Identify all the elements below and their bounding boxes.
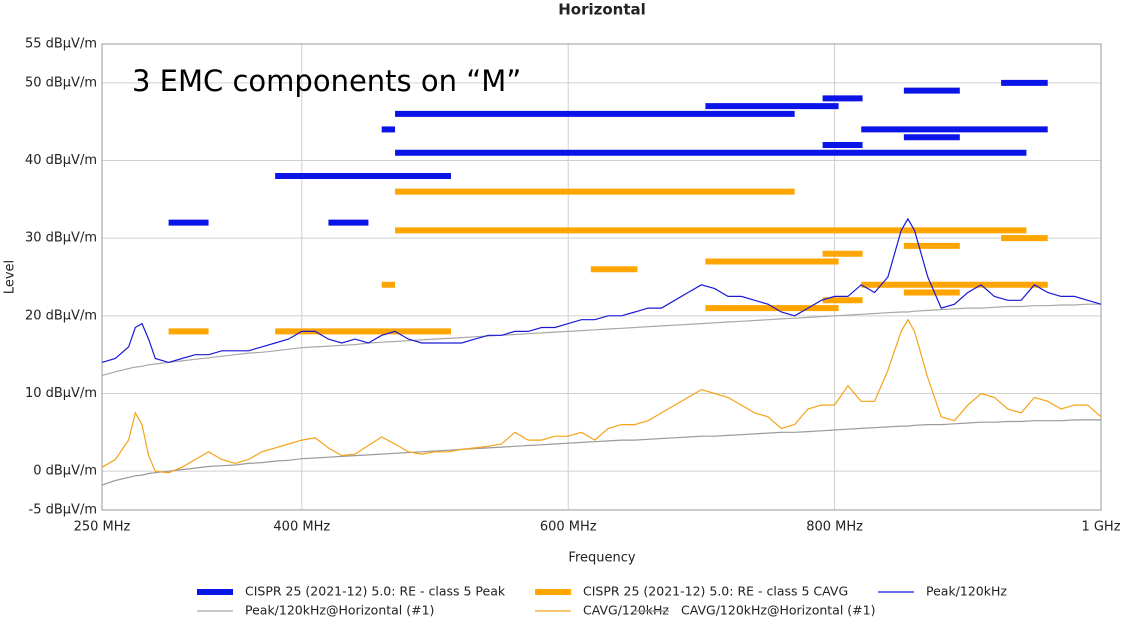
legend-label: CISPR 25 (2021-12) 5.0: RE - class 5 CAV… bbox=[583, 584, 848, 599]
x-tick-label: 800 MHz bbox=[806, 520, 863, 535]
y-tick-label: 0 dBµV/m bbox=[33, 464, 97, 479]
legend-label: CISPR 25 (2021-12) 5.0: RE - class 5 Pea… bbox=[245, 584, 506, 599]
y-tick-label: 40 dBµV/m bbox=[25, 153, 97, 168]
series-line bbox=[101, 318, 1102, 474]
plot-frame bbox=[101, 43, 1102, 511]
legend-label: CAVG/120kHz bbox=[583, 603, 669, 618]
legend-label: Peak/120kHz bbox=[926, 584, 1007, 599]
x-axis-label: Frequency bbox=[568, 551, 635, 566]
y-axis-label: Level bbox=[3, 260, 18, 294]
x-tick-label: 250 MHz bbox=[74, 520, 131, 535]
y-tick-label: -5 dBµV/m bbox=[29, 503, 97, 518]
chart-title: Horizontal bbox=[558, 1, 646, 19]
y-tick-label: 30 dBµV/m bbox=[25, 231, 97, 246]
x-tick-label: 400 MHz bbox=[273, 520, 330, 535]
series-line bbox=[101, 419, 1101, 486]
x-tick-label: 600 MHz bbox=[540, 520, 597, 535]
legend-label: CAVG/120kHz@Horizontal (#1) bbox=[681, 603, 875, 618]
x-tick-label: 1 GHz bbox=[1081, 520, 1120, 535]
y-tick-label: 10 dBµV/m bbox=[25, 386, 97, 401]
legend-label: Peak/120kHz@Horizontal (#1) bbox=[245, 603, 434, 618]
y-tick-label: 55 dBµV/m bbox=[25, 37, 97, 52]
y-tick-label: 20 dBµV/m bbox=[25, 308, 97, 323]
series-line bbox=[101, 303, 1101, 377]
y-tick-label: 50 dBµV/m bbox=[25, 75, 97, 90]
annotation: 3 EMC components on “M” bbox=[132, 64, 521, 98]
series-line bbox=[101, 217, 1102, 364]
